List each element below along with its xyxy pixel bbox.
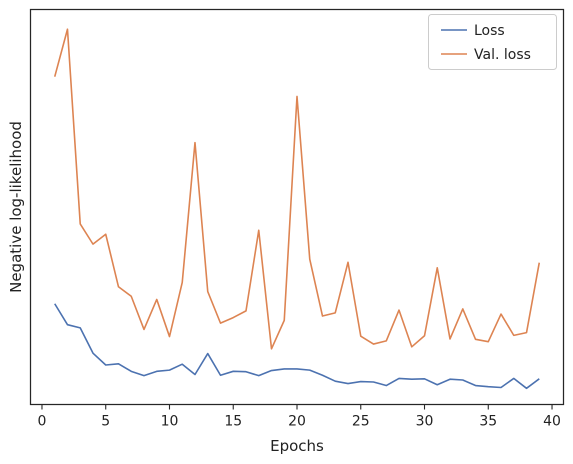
y-axis-label: Negative log-likelihood xyxy=(7,121,25,293)
legend-box xyxy=(428,14,557,70)
legend: Loss Val. loss xyxy=(428,14,557,70)
x-tick-label: 35 xyxy=(479,414,497,430)
x-tick-label: 0 xyxy=(38,414,47,430)
x-axis-label: Epochs xyxy=(270,437,324,455)
x-tick-label: 25 xyxy=(352,414,370,430)
series-line-loss xyxy=(54,303,540,390)
series-layer xyxy=(53,28,541,390)
x-tick-label: 15 xyxy=(224,414,242,430)
x-axis-ticks: 0 5 10 15 20 25 30 35 40 xyxy=(38,404,561,430)
x-tick-label: 20 xyxy=(288,414,306,430)
legend-label-loss: Loss xyxy=(474,23,505,39)
x-tick-label: 10 xyxy=(161,414,179,430)
x-tick-label: 5 xyxy=(101,414,110,430)
legend-label-val-loss: Val. loss xyxy=(474,47,531,63)
x-tick-label: 40 xyxy=(543,414,561,430)
series-line-val-loss xyxy=(53,28,541,350)
x-tick-label: 30 xyxy=(416,414,434,430)
